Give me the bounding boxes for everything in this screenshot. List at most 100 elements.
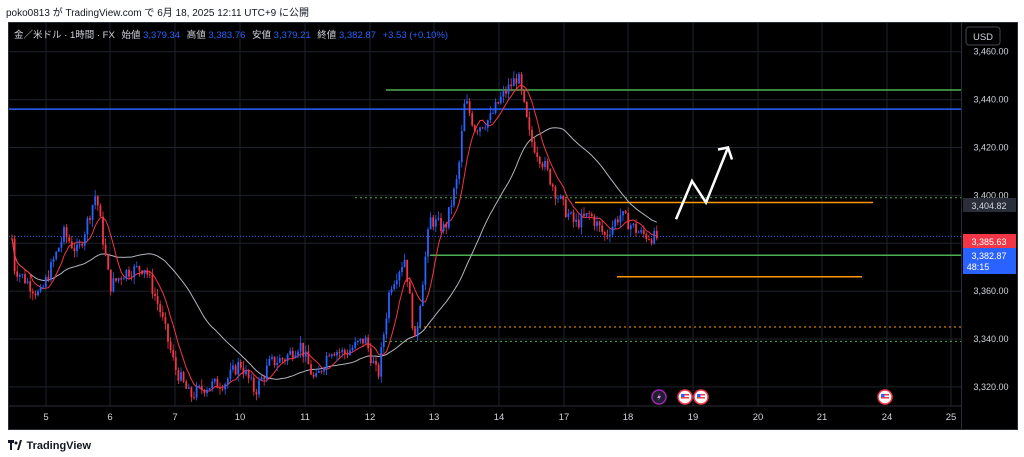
candle-body bbox=[68, 237, 71, 242]
candle-body bbox=[453, 188, 455, 206]
candle-body bbox=[109, 269, 112, 292]
lightning-glyph bbox=[657, 393, 661, 401]
chart-grid bbox=[9, 23, 961, 406]
candle-body bbox=[629, 225, 632, 230]
countdown-label: 48:15 bbox=[967, 262, 990, 272]
candle-body bbox=[492, 112, 494, 114]
event-icons bbox=[651, 389, 893, 405]
candle-body bbox=[520, 73, 523, 91]
candle-body bbox=[182, 372, 185, 382]
candle-body bbox=[447, 207, 450, 228]
candle-body bbox=[375, 360, 377, 365]
candle-body bbox=[102, 216, 104, 245]
candle-body bbox=[408, 281, 411, 294]
candle-body bbox=[172, 350, 175, 358]
candle-body bbox=[411, 293, 414, 329]
current-price-tag bbox=[963, 248, 1016, 274]
candle-body bbox=[377, 364, 380, 377]
candle-body bbox=[302, 342, 305, 357]
candle-body bbox=[237, 361, 240, 375]
candle-body bbox=[450, 205, 453, 208]
candle-body bbox=[572, 212, 575, 222]
candle-body bbox=[648, 239, 650, 240]
candle-body bbox=[122, 278, 125, 280]
candle-body bbox=[637, 232, 640, 234]
horizontal-levels bbox=[9, 89, 961, 342]
candle-body bbox=[219, 387, 221, 389]
candle-body bbox=[401, 267, 403, 272]
candle-body bbox=[174, 357, 177, 371]
candle-body bbox=[479, 127, 481, 132]
candle-body bbox=[57, 247, 60, 252]
candle-body bbox=[52, 259, 55, 262]
price-tick-label: 3,340.00 bbox=[973, 334, 1008, 344]
price-axis-panel[interactable] bbox=[962, 22, 1018, 430]
time-tick-label: 17 bbox=[559, 412, 570, 423]
candle-body bbox=[29, 281, 32, 292]
candle-body bbox=[169, 341, 172, 351]
legend-high-label: 高値 bbox=[187, 29, 207, 41]
candle-body bbox=[245, 370, 247, 375]
currency-button[interactable] bbox=[965, 26, 1001, 46]
candle-body bbox=[323, 368, 325, 372]
legend-close-label: 終値 bbox=[317, 29, 337, 41]
candle-body bbox=[583, 213, 585, 216]
candle-body bbox=[226, 378, 229, 385]
candle-body bbox=[278, 358, 281, 363]
legend-symbol: 金／米ドル · 1時間 · FX bbox=[14, 29, 115, 41]
candle-body bbox=[291, 350, 294, 358]
candle-body bbox=[512, 78, 515, 87]
candle-body bbox=[83, 234, 86, 246]
candle-body bbox=[567, 213, 570, 218]
flag-canton bbox=[681, 394, 685, 397]
candle-body bbox=[437, 217, 440, 220]
candle-body bbox=[406, 259, 409, 282]
candle-body bbox=[312, 374, 315, 377]
candle-body bbox=[525, 101, 528, 117]
candle-body bbox=[622, 211, 624, 216]
candle-body bbox=[55, 251, 58, 260]
candle-body bbox=[31, 291, 34, 294]
candle-body bbox=[549, 169, 552, 185]
ma-slow-line-group bbox=[11, 127, 658, 380]
candle-body bbox=[294, 355, 297, 358]
candle-body bbox=[624, 211, 627, 214]
candle-body bbox=[76, 244, 78, 252]
flag-canton bbox=[881, 394, 885, 397]
currency-button-label: USD bbox=[973, 32, 993, 43]
candle-body bbox=[195, 386, 198, 398]
candle-body bbox=[445, 223, 448, 228]
candle-body bbox=[619, 215, 622, 223]
candle-body bbox=[551, 184, 554, 187]
candle-body bbox=[590, 213, 593, 217]
candle-body bbox=[151, 275, 154, 294]
candle-body bbox=[91, 205, 94, 220]
candle-body bbox=[466, 101, 468, 104]
candle-body bbox=[50, 261, 52, 281]
candle-body bbox=[419, 306, 422, 327]
candle-body bbox=[351, 347, 354, 351]
candle-body bbox=[94, 196, 97, 206]
footer-brand: TradingView bbox=[26, 440, 92, 452]
candle-body bbox=[585, 213, 588, 216]
candle-body bbox=[596, 221, 598, 226]
candle-body bbox=[325, 355, 328, 369]
candle-body bbox=[96, 196, 99, 206]
candle-body bbox=[286, 354, 289, 361]
candle-body bbox=[263, 377, 266, 380]
legend-low-label: 安値 bbox=[252, 29, 272, 41]
candle-body bbox=[494, 102, 497, 113]
candle-body bbox=[258, 380, 260, 395]
price-tick-label: 3,440.00 bbox=[973, 95, 1008, 105]
candle-body bbox=[193, 397, 195, 398]
time-tick-label: 5 bbox=[43, 412, 48, 423]
candle-body bbox=[359, 338, 362, 341]
candle-body bbox=[208, 388, 211, 390]
candle-body bbox=[190, 387, 193, 398]
candle-body bbox=[336, 352, 338, 356]
candle-body bbox=[510, 84, 513, 87]
candle-body bbox=[24, 274, 26, 284]
candle-body bbox=[130, 276, 133, 278]
candle-body bbox=[434, 219, 437, 227]
